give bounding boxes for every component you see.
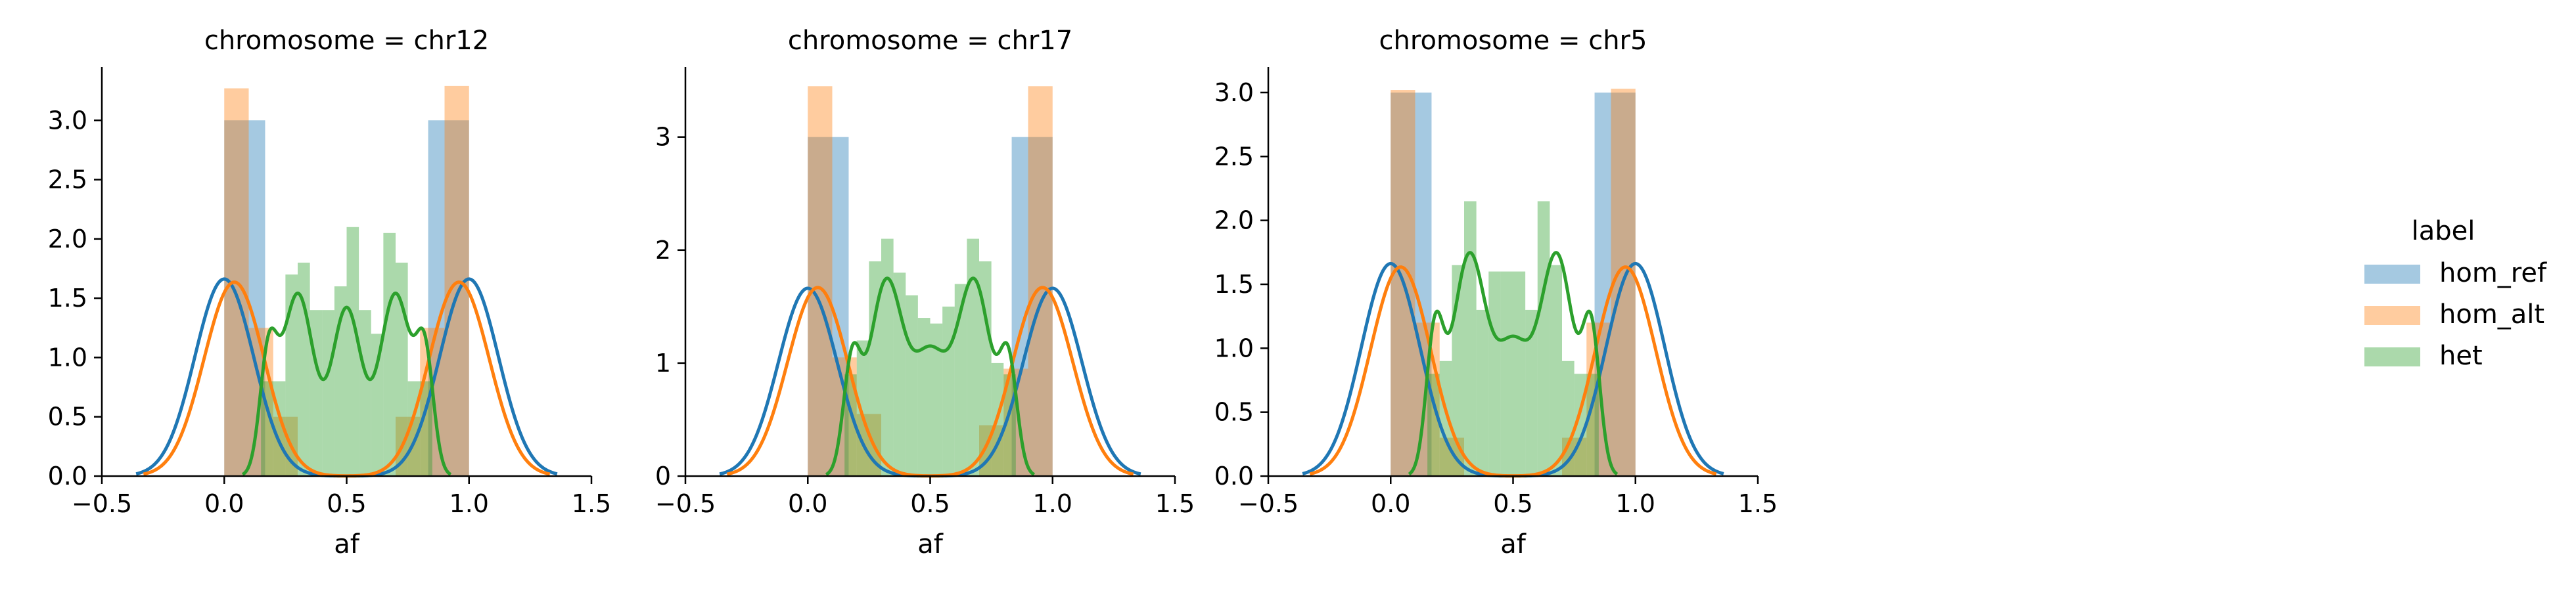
x-tick-label: 1.0 bbox=[1033, 489, 1072, 518]
hist-bar bbox=[359, 310, 371, 476]
x-tick-label: 1.5 bbox=[572, 489, 611, 518]
kde-line-het bbox=[241, 292, 452, 476]
hist-bar bbox=[1513, 271, 1526, 476]
y-tick-label: 0.0 bbox=[48, 462, 87, 491]
hist-bar bbox=[273, 416, 298, 476]
hist-bar bbox=[856, 340, 869, 476]
hist-bar bbox=[930, 323, 943, 476]
x-tick-label: 0.0 bbox=[1371, 489, 1410, 518]
facet-panels: −0.5 0.0 0.5 1.0 1.50.00.51.01.52.02.53.0chr… bbox=[48, 26, 1778, 559]
hist-bar bbox=[906, 295, 918, 476]
hist-bar bbox=[1427, 374, 1440, 476]
hist-bar bbox=[285, 274, 298, 476]
y-tick-label: 0.5 bbox=[1214, 398, 1254, 427]
x-axis-label: af bbox=[1500, 529, 1527, 559]
kde-line-het bbox=[825, 276, 1036, 476]
y-tick-label: 1.5 bbox=[48, 284, 87, 313]
legend-label: hom_alt bbox=[2439, 299, 2544, 330]
y-tick-label: 2.5 bbox=[48, 165, 87, 194]
facet-title: chromosome = chr5 bbox=[1379, 26, 1647, 56]
hist-bar bbox=[917, 318, 931, 476]
facet-title: chromosome = chr12 bbox=[204, 26, 489, 56]
legend-label: het bbox=[2439, 341, 2483, 371]
legend-swatch bbox=[2364, 306, 2420, 325]
hist-bar bbox=[893, 273, 906, 476]
hist-bar bbox=[346, 227, 359, 476]
x-tick-label: −0.5 bbox=[72, 489, 132, 518]
hist-bar bbox=[1476, 309, 1489, 476]
x-tick-label: 1.5 bbox=[1738, 489, 1778, 518]
x-tick-label: 0.0 bbox=[788, 489, 827, 518]
hist-bar bbox=[322, 310, 334, 476]
x-tick-label: −0.5 bbox=[1238, 489, 1299, 518]
legend-label: hom_ref bbox=[2439, 258, 2547, 288]
hist-bar bbox=[1525, 309, 1538, 476]
y-tick-label: 3 bbox=[655, 123, 671, 152]
legend-item-het: het bbox=[2364, 341, 2483, 371]
facet-panel-2: −0.5 0.0 0.5 1.0 1.5 0 1 2 3 chromosome = chr17 af bbox=[655, 26, 1195, 559]
hist-bar bbox=[1537, 201, 1550, 476]
legend-title: label bbox=[2412, 216, 2475, 246]
x-tick-label: 0.5 bbox=[910, 489, 950, 518]
hist-bar bbox=[1439, 437, 1464, 476]
hist-bar bbox=[383, 232, 396, 476]
x-tick-label: 1.0 bbox=[449, 489, 489, 518]
y-tick-label: 0.5 bbox=[48, 403, 87, 431]
y-tick-label: 0 bbox=[655, 462, 671, 491]
y-tick-label: 1.0 bbox=[48, 343, 87, 372]
hist-bar bbox=[1439, 361, 1452, 476]
x-tick-label: 1.0 bbox=[1616, 489, 1655, 518]
x-axis-label: af bbox=[334, 529, 360, 559]
hist-bar bbox=[261, 381, 273, 476]
y-tick-label: 0.0 bbox=[1214, 462, 1254, 491]
legend-item-hom_ref: hom_ref bbox=[2364, 258, 2547, 288]
y-tick-label: 1.5 bbox=[1214, 270, 1254, 299]
x-tick-label: −0.5 bbox=[655, 489, 716, 518]
facet-panel-1: −0.5 0.0 0.5 1.0 1.50.00.51.01.52.02.53.0chr… bbox=[48, 26, 612, 559]
y-tick-label: 2.5 bbox=[1214, 142, 1254, 171]
legend-swatch bbox=[2364, 265, 2420, 284]
x-tick-label: 1.5 bbox=[1155, 489, 1195, 518]
hist-bar bbox=[1550, 265, 1562, 476]
hist-bar bbox=[1488, 271, 1501, 476]
hist-bar bbox=[808, 86, 833, 477]
hist-bar bbox=[371, 334, 384, 476]
hist-hom_ref bbox=[224, 120, 469, 476]
hist-bar bbox=[942, 306, 955, 476]
y-tick-label: 2.0 bbox=[48, 225, 87, 253]
hist-bar bbox=[967, 238, 979, 476]
y-tick-label: 1 bbox=[655, 349, 671, 378]
hist-bar bbox=[1464, 201, 1477, 476]
y-tick-label: 2 bbox=[655, 236, 671, 265]
y-tick-label: 2.0 bbox=[1214, 206, 1254, 235]
legend-swatch bbox=[2364, 347, 2420, 366]
facet-panel-3: −0.5 0.0 0.5 1.0 1.50.00.51.01.52.02.53.0chr… bbox=[1214, 26, 1778, 559]
x-tick-label: 0.0 bbox=[204, 489, 244, 518]
x-tick-label: 0.5 bbox=[1493, 489, 1532, 518]
legend-item-hom_alt: hom_alt bbox=[2364, 299, 2544, 330]
x-axis-label: af bbox=[917, 529, 944, 559]
y-tick-label: 3.0 bbox=[48, 106, 87, 135]
hist-bar bbox=[1586, 374, 1599, 476]
x-tick-label: 0.5 bbox=[327, 489, 366, 518]
hist-bar bbox=[1028, 86, 1053, 477]
y-tick-label: 1.0 bbox=[1214, 334, 1254, 362]
kde-line-het bbox=[1408, 251, 1619, 476]
hist-bar bbox=[881, 238, 894, 476]
hist-bar bbox=[1562, 437, 1587, 476]
y-tick-label: 3.0 bbox=[1214, 78, 1254, 107]
hist-bar bbox=[1500, 271, 1513, 476]
hist-bar bbox=[869, 261, 881, 476]
hist-bar bbox=[420, 381, 432, 476]
hist-bar bbox=[954, 284, 967, 476]
hist-bar bbox=[979, 261, 992, 476]
facet-title: chromosome = chr17 bbox=[788, 26, 1072, 56]
hist-bar bbox=[396, 416, 421, 476]
